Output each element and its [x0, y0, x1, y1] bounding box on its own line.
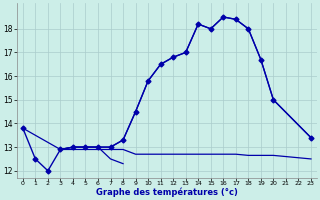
- X-axis label: Graphe des températures (°c): Graphe des températures (°c): [96, 188, 238, 197]
